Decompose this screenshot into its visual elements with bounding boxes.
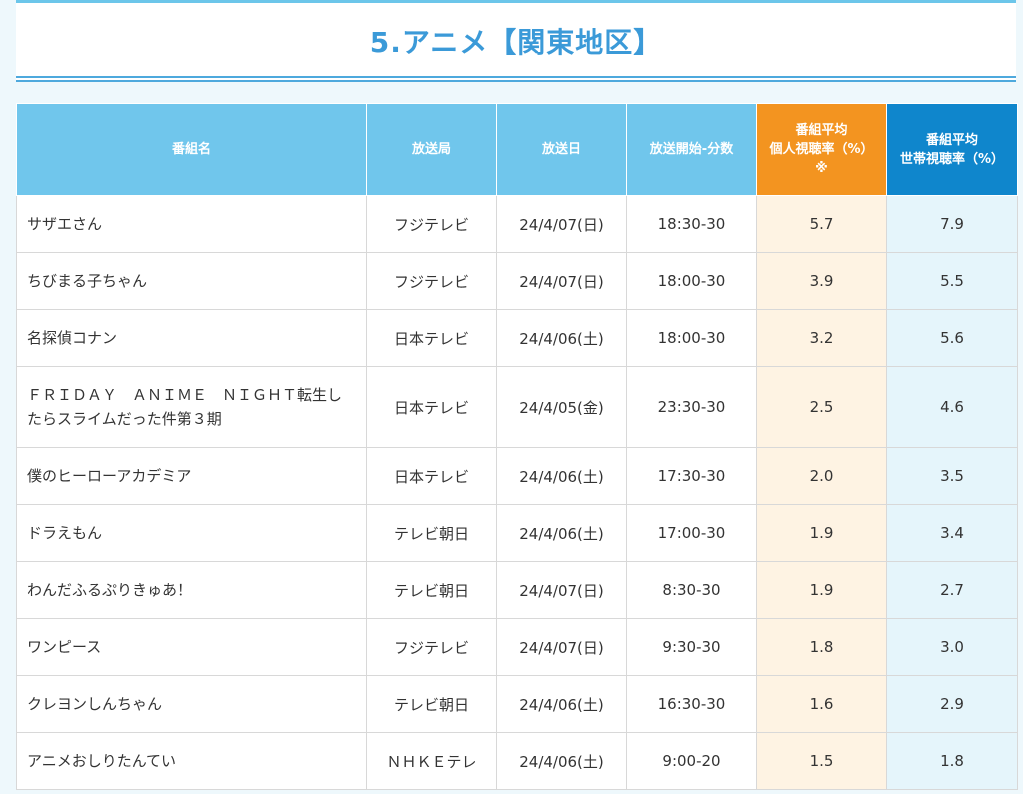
table-row: アニメおしりたんてい ＮＨＫＥテレ 24/4/06(土) 9:00-20 1.5 1.8 [16, 732, 1018, 790]
date-cell: 24/4/07(日) [496, 561, 627, 619]
column-header-program: 番組名 [16, 103, 367, 196]
personal-rating-cell: 2.0 [756, 447, 887, 505]
household-rating-cell: 7.9 [886, 195, 1018, 253]
section-header: 5.アニメ【関東地区】 [16, 0, 1016, 82]
header-divider [16, 76, 1016, 78]
date-cell: 24/4/07(日) [496, 252, 627, 310]
household-rating-cell: 1.8 [886, 732, 1018, 790]
program-name-cell: サザエさん [16, 195, 367, 253]
date-cell: 24/4/05(金) [496, 366, 627, 448]
personal-rating-cell: 3.9 [756, 252, 887, 310]
personal-rating-cell: 3.2 [756, 309, 887, 367]
start-time-cell: 17:30-30 [626, 447, 757, 505]
table-row: クレヨンしんちゃん テレビ朝日 24/4/06(土) 16:30-30 1.6 2.9 [16, 675, 1018, 733]
table-row: ドラえもん テレビ朝日 24/4/06(土) 17:00-30 1.9 3.4 [16, 504, 1018, 562]
station-cell: ＮＨＫＥテレ [366, 732, 497, 790]
start-time-cell: 16:30-30 [626, 675, 757, 733]
date-cell: 24/4/06(土) [496, 309, 627, 367]
personal-rating-cell: 1.9 [756, 504, 887, 562]
column-header-personal-rating: 番組平均 個人視聴率（%） ※ [756, 103, 887, 196]
program-name-cell: ワンピース [16, 618, 367, 676]
program-name-cell: 僕のヒーローアカデミア [16, 447, 367, 505]
table-row: 僕のヒーローアカデミア 日本テレビ 24/4/06(土) 17:30-30 2.0 3.5 [16, 447, 1018, 505]
start-time-cell: 18:00-30 [626, 252, 757, 310]
start-time-cell: 23:30-30 [626, 366, 757, 448]
program-name-cell: ちびまる子ちゃん [16, 252, 367, 310]
personal-header-note: ※ [815, 161, 828, 176]
personal-rating-cell: 2.5 [756, 366, 887, 448]
station-cell: フジテレビ [366, 618, 497, 676]
program-name-cell: ＦＲＩＤＡＹ ＡＮＩＭＥ ＮＩＧＨＴ転生したらスライムだった件第３期 [16, 366, 367, 448]
household-rating-cell: 5.5 [886, 252, 1018, 310]
section-title: 5.アニメ【関東地区】 [369, 26, 663, 59]
household-rating-cell: 2.9 [886, 675, 1018, 733]
table-row: ちびまる子ちゃん フジテレビ 24/4/07(日) 18:00-30 3.9 5.5 [16, 252, 1018, 310]
personal-header-line2: 個人視聴率（%） [769, 142, 874, 157]
column-header-date: 放送日 [496, 103, 627, 196]
date-cell: 24/4/06(土) [496, 732, 627, 790]
table-row: ワンピース フジテレビ 24/4/07(日) 9:30-30 1.8 3.0 [16, 618, 1018, 676]
household-rating-cell: 2.7 [886, 561, 1018, 619]
station-cell: 日本テレビ [366, 309, 497, 367]
start-time-cell: 18:00-30 [626, 309, 757, 367]
column-header-start: 放送開始-分数 [626, 103, 757, 196]
date-cell: 24/4/06(土) [496, 504, 627, 562]
station-cell: テレビ朝日 [366, 675, 497, 733]
program-name-cell: クレヨンしんちゃん [16, 675, 367, 733]
date-cell: 24/4/07(日) [496, 195, 627, 253]
household-header-line1: 番組平均 [925, 132, 978, 148]
table-row: 名探偵コナン 日本テレビ 24/4/06(土) 18:00-30 3.2 5.6 [16, 309, 1018, 367]
station-cell: フジテレビ [366, 252, 497, 310]
table-header-row: 番組名 放送局 放送日 放送開始-分数 番組平均 個人視聴率（%） ※ 番組平均… [16, 103, 1018, 196]
personal-rating-cell: 5.7 [756, 195, 887, 253]
start-time-cell: 9:30-30 [626, 618, 757, 676]
personal-rating-cell: 1.6 [756, 675, 887, 733]
personal-rating-cell: 1.9 [756, 561, 887, 619]
household-rating-cell: 3.0 [886, 618, 1018, 676]
household-header-line2: 世帯視聴率（%） [899, 151, 1005, 167]
column-header-household-rating: 番組平均 世帯視聴率（%） [886, 103, 1018, 196]
table-row: サザエさん フジテレビ 24/4/07(日) 18:30-30 5.7 7.9 [16, 195, 1018, 253]
personal-rating-cell: 1.5 [756, 732, 887, 790]
date-cell: 24/4/06(土) [496, 675, 627, 733]
ratings-table: 番組名 放送局 放送日 放送開始-分数 番組平均 個人視聴率（%） ※ 番組平均… [16, 103, 1018, 790]
station-cell: テレビ朝日 [366, 504, 497, 562]
start-time-cell: 8:30-30 [626, 561, 757, 619]
station-cell: 日本テレビ [366, 447, 497, 505]
date-cell: 24/4/06(土) [496, 447, 627, 505]
program-name-cell: 名探偵コナン [16, 309, 367, 367]
household-rating-cell: 4.6 [886, 366, 1018, 448]
table-row: わんだふるぷりきゅあ！ テレビ朝日 24/4/07(日) 8:30-30 1.9 2.7 [16, 561, 1018, 619]
column-header-station: 放送局 [366, 103, 497, 196]
station-cell: テレビ朝日 [366, 561, 497, 619]
table-row: ＦＲＩＤＡＹ ＡＮＩＭＥ ＮＩＧＨＴ転生したらスライムだった件第３期 日本テレビ 2… [16, 366, 1018, 448]
header-divider-secondary [16, 80, 1016, 82]
start-time-cell: 17:00-30 [626, 504, 757, 562]
household-rating-cell: 3.5 [886, 447, 1018, 505]
station-cell: 日本テレビ [366, 366, 497, 448]
personal-header-line1: 番組平均 [795, 123, 848, 138]
household-rating-cell: 3.4 [886, 504, 1018, 562]
personal-rating-cell: 1.8 [756, 618, 887, 676]
program-name-cell: わんだふるぷりきゅあ！ [16, 561, 367, 619]
station-cell: フジテレビ [366, 195, 497, 253]
household-rating-cell: 5.6 [886, 309, 1018, 367]
program-name-cell: アニメおしりたんてい [16, 732, 367, 790]
start-time-cell: 18:30-30 [626, 195, 757, 253]
program-name-cell: ドラえもん [16, 504, 367, 562]
date-cell: 24/4/07(日) [496, 618, 627, 676]
table-body: サザエさん フジテレビ 24/4/07(日) 18:30-30 5.7 7.9 ちびまる子ち… [16, 195, 1018, 790]
start-time-cell: 9:00-20 [626, 732, 757, 790]
